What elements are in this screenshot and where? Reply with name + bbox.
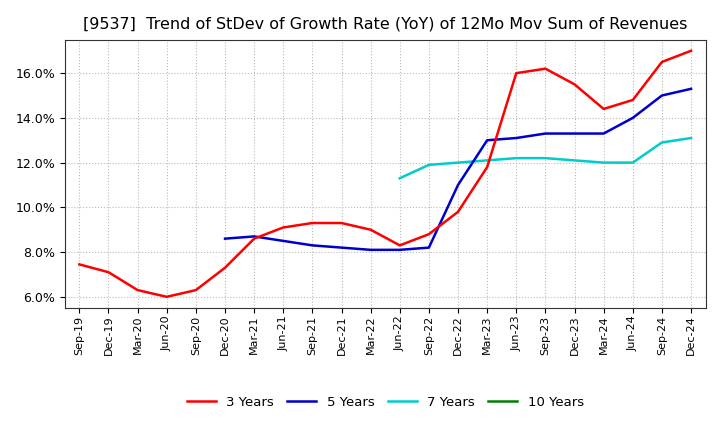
3 Years xyxy=(250,236,258,241)
5 Years xyxy=(220,236,229,241)
3 Years xyxy=(104,270,113,275)
3 Years xyxy=(75,262,84,267)
Line: 5 Years: 5 Years xyxy=(225,89,691,250)
Legend: 3 Years, 5 Years, 7 Years, 10 Years: 3 Years, 5 Years, 7 Years, 10 Years xyxy=(181,391,589,414)
5 Years xyxy=(454,182,462,187)
3 Years xyxy=(133,287,142,293)
5 Years xyxy=(308,243,317,248)
7 Years xyxy=(599,160,608,165)
3 Years xyxy=(192,287,200,293)
3 Years xyxy=(308,220,317,226)
7 Years xyxy=(512,155,521,161)
7 Years xyxy=(425,162,433,168)
7 Years xyxy=(483,158,492,163)
5 Years xyxy=(570,131,579,136)
5 Years xyxy=(279,238,287,244)
3 Years xyxy=(163,294,171,300)
5 Years xyxy=(687,86,696,92)
3 Years xyxy=(279,225,287,230)
3 Years xyxy=(657,59,666,65)
7 Years xyxy=(687,136,696,141)
7 Years xyxy=(629,160,637,165)
Title: [9537]  Trend of StDev of Growth Rate (YoY) of 12Mo Mov Sum of Revenues: [9537] Trend of StDev of Growth Rate (Yo… xyxy=(83,16,688,32)
3 Years xyxy=(337,220,346,226)
7 Years xyxy=(541,155,550,161)
3 Years xyxy=(541,66,550,71)
5 Years xyxy=(599,131,608,136)
5 Years xyxy=(629,115,637,121)
7 Years xyxy=(454,160,462,165)
5 Years xyxy=(657,93,666,98)
3 Years xyxy=(483,165,492,170)
5 Years xyxy=(250,234,258,239)
3 Years xyxy=(629,97,637,103)
5 Years xyxy=(512,136,521,141)
5 Years xyxy=(483,138,492,143)
3 Years xyxy=(687,48,696,53)
3 Years xyxy=(570,82,579,87)
3 Years xyxy=(395,243,404,248)
3 Years xyxy=(599,106,608,112)
5 Years xyxy=(541,131,550,136)
7 Years xyxy=(657,140,666,145)
5 Years xyxy=(425,245,433,250)
3 Years xyxy=(425,231,433,237)
Line: 3 Years: 3 Years xyxy=(79,51,691,297)
7 Years xyxy=(395,176,404,181)
Line: 7 Years: 7 Years xyxy=(400,138,691,178)
3 Years xyxy=(512,70,521,76)
3 Years xyxy=(454,209,462,214)
3 Years xyxy=(366,227,375,232)
5 Years xyxy=(366,247,375,253)
3 Years xyxy=(220,265,229,270)
5 Years xyxy=(337,245,346,250)
5 Years xyxy=(395,247,404,253)
7 Years xyxy=(570,158,579,163)
